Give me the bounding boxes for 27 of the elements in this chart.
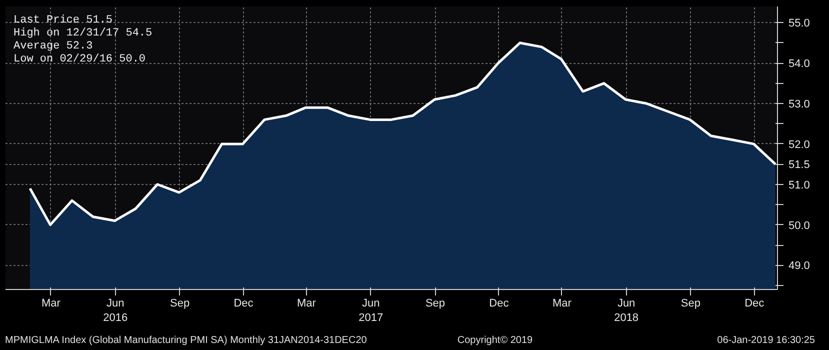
x-tick-label: Mar bbox=[296, 298, 316, 310]
text: MPMIGLMA Index (Global Manufacturing PMI SA) Monthly 31JAN2014-31DEC20 bbox=[5, 334, 367, 348]
x-tick-label: Dec bbox=[234, 298, 254, 310]
x-tick-label: Mar bbox=[552, 298, 572, 310]
x-tick-label: Mar bbox=[42, 298, 61, 310]
y-tick-label: 54.0 bbox=[788, 58, 810, 70]
annotation: Last Price 51.5 bbox=[14, 14, 113, 26]
text: 06-Jan-2019 16:30:25 bbox=[717, 334, 815, 348]
y-tick-label: 51.5 bbox=[788, 159, 810, 172]
x-tick-label: Jun 2017 bbox=[358, 298, 384, 324]
text: Copyright© 2019 bbox=[457, 334, 533, 348]
x-tick-label: Jun 2018 bbox=[614, 298, 639, 324]
x-tick-label: Sep bbox=[170, 298, 190, 310]
y-tick-label: 55.0 bbox=[788, 18, 810, 30]
y-tick-label: 49.0 bbox=[788, 260, 810, 272]
x-tick-label: Dec bbox=[744, 298, 765, 310]
x-tick-label: Sep bbox=[680, 298, 701, 310]
y-tick-label: 51.0 bbox=[788, 179, 810, 192]
annotation: Average 52.3 bbox=[14, 40, 93, 52]
x-tick-label: Jun 2016 bbox=[103, 298, 128, 324]
x-tick-label: Sep bbox=[425, 298, 446, 310]
x-tick-label: Dec bbox=[489, 298, 510, 310]
annotation: Low on 02/29/16 50.0 bbox=[14, 54, 146, 66]
annotation: High on 12/31/17 54.5 bbox=[14, 28, 152, 40]
y-tick-label: 50.0 bbox=[788, 220, 810, 232]
y-tick-label: 53.0 bbox=[788, 98, 810, 111]
y-tick-label: 52.0 bbox=[788, 138, 810, 151]
